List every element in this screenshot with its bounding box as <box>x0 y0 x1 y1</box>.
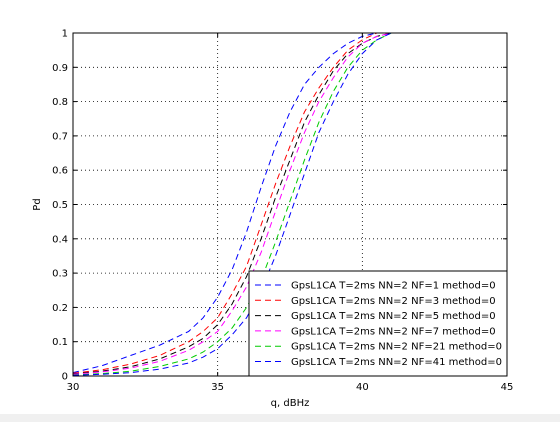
x-tick-label: 40 <box>356 382 369 393</box>
y-tick-label: 0.9 <box>52 63 68 74</box>
series-line-6 <box>72 32 507 376</box>
y-tick-label: 0.8 <box>52 97 68 108</box>
legend-box <box>248 270 508 377</box>
legend-label-5: GpsL1CA T=2ms NN=2 NF=21 method=0 <box>291 342 502 353</box>
y-tick-label: 0 <box>62 372 68 383</box>
legend-label-1: GpsL1CA T=2ms NN=2 NF=1 method=0 <box>291 281 496 292</box>
y-tick-label: 0.6 <box>52 166 68 177</box>
y-tick-label: 0.7 <box>52 131 68 142</box>
legend-label-3: GpsL1CA T=2ms NN=2 NF=5 method=0 <box>291 311 496 322</box>
legend-label-4: GpsL1CA T=2ms NN=2 NF=7 method=0 <box>291 326 496 337</box>
x-tick-label: 35 <box>211 382 224 393</box>
y-tick-label: 0.1 <box>52 337 68 348</box>
y-tick-label: 0.5 <box>52 200 68 211</box>
window-bottom-strip <box>0 414 560 422</box>
y-tick-label: 1 <box>62 29 68 40</box>
x-axis-label: q, dBHz <box>271 398 310 409</box>
y-tick-label: 0.3 <box>52 269 68 280</box>
y-axis-label: Pd <box>32 198 43 210</box>
y-tick-label: 0.4 <box>52 234 68 245</box>
y-tick-label: 0.2 <box>52 303 68 314</box>
x-tick-label: 30 <box>67 382 80 393</box>
legend-label-6: GpsL1CA T=2ms NN=2 NF=41 method=0 <box>291 357 502 368</box>
x-tick-label: 45 <box>501 382 514 393</box>
series-line-4 <box>72 32 507 375</box>
legend-label-2: GpsL1CA T=2ms NN=2 NF=3 method=0 <box>291 296 496 307</box>
